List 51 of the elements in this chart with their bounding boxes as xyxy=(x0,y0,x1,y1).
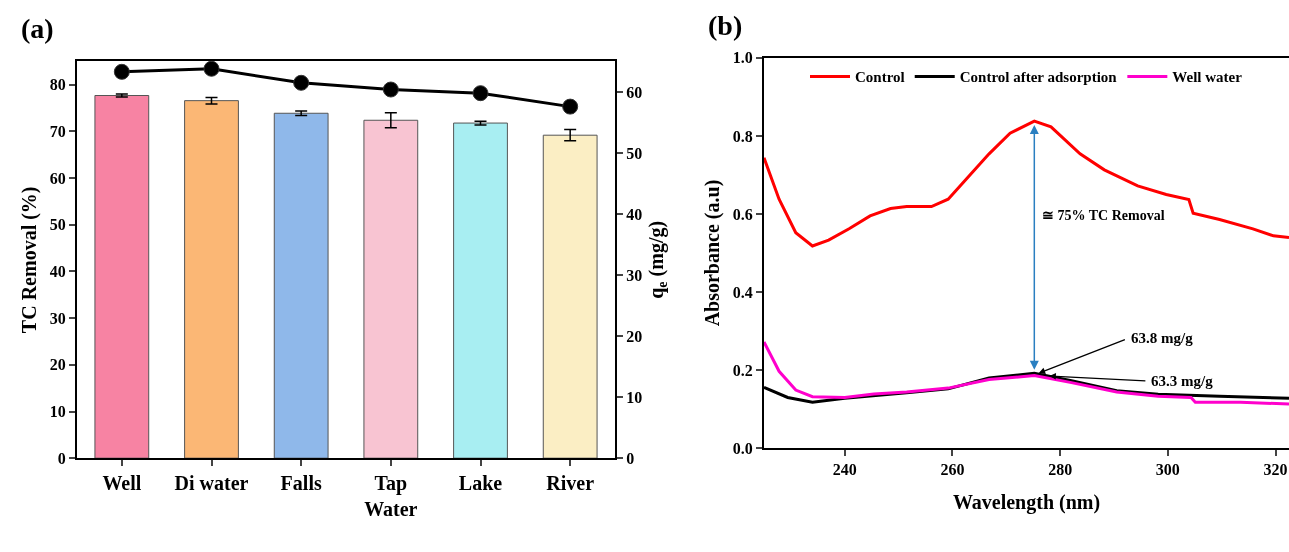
y2-tick-label: 60 xyxy=(626,83,643,101)
annotation: 63.3 mg/g xyxy=(1151,373,1214,389)
y-tick-label: 1.0 xyxy=(732,49,753,67)
y-tick-label: 80 xyxy=(49,76,66,94)
y2-tick-label: 10 xyxy=(626,388,643,406)
y2-tick-label: 40 xyxy=(626,205,643,223)
point xyxy=(203,60,220,77)
x-tick-label: 280 xyxy=(1048,461,1073,479)
y2-tick-label: 0 xyxy=(626,449,635,467)
x-tick-label: 260 xyxy=(940,461,965,479)
y-axis-title: TC Removal (%) xyxy=(17,186,41,334)
y-tick-label: 0.6 xyxy=(732,205,753,223)
annotation: ≅ 75% TC Removal xyxy=(1042,208,1165,223)
x-tick-label: Lake xyxy=(458,472,503,495)
line-series xyxy=(764,119,1289,248)
y2-tick-label: 20 xyxy=(626,327,643,345)
x-tick-label: River xyxy=(546,472,595,495)
point xyxy=(113,63,130,80)
legend-label: Control xyxy=(855,69,905,86)
y-tick-label: 10 xyxy=(49,403,66,421)
y-tick-label: 0.2 xyxy=(732,361,753,379)
legend-label: Well water xyxy=(1172,69,1243,86)
x-tick-label: 300 xyxy=(1155,461,1180,479)
y-tick-label: 40 xyxy=(49,263,66,281)
point xyxy=(293,74,310,91)
y-tick-label: 20 xyxy=(49,356,66,374)
x-tick-label: 320 xyxy=(1263,461,1288,479)
x-tick-label: Falls xyxy=(280,472,322,495)
legend-label: Control after adsorption xyxy=(959,69,1118,86)
y-tick-label: 0.8 xyxy=(732,127,753,145)
x-tick-label: Tap Water xyxy=(364,472,418,521)
point xyxy=(382,81,399,98)
y2-tick-label: 50 xyxy=(626,144,643,162)
chart-title: (b) xyxy=(708,10,743,41)
annotation: 63.8 mg/g xyxy=(1131,330,1194,346)
y2-tick-label: 30 xyxy=(626,266,643,284)
y-tick-label: 60 xyxy=(49,169,66,187)
y-tick-label: 0.0 xyxy=(732,439,753,457)
y-tick-label: 70 xyxy=(49,123,66,141)
y-tick-label: 50 xyxy=(49,216,66,234)
y-tick-label: 0 xyxy=(57,449,66,467)
point xyxy=(562,98,579,115)
x-tick-label: Well xyxy=(102,472,142,495)
point xyxy=(472,85,489,102)
x-tick-label: 240 xyxy=(832,461,857,479)
y-tick-label: 0.4 xyxy=(732,283,753,301)
y-tick-label: 30 xyxy=(49,309,66,327)
x-axis-title: Wavelength (nm) xyxy=(952,491,1101,515)
y-axis-title: Absorbance (a.u) xyxy=(700,179,724,327)
chart-title: (a) xyxy=(21,13,54,44)
x-tick-label: Di water xyxy=(174,472,249,495)
